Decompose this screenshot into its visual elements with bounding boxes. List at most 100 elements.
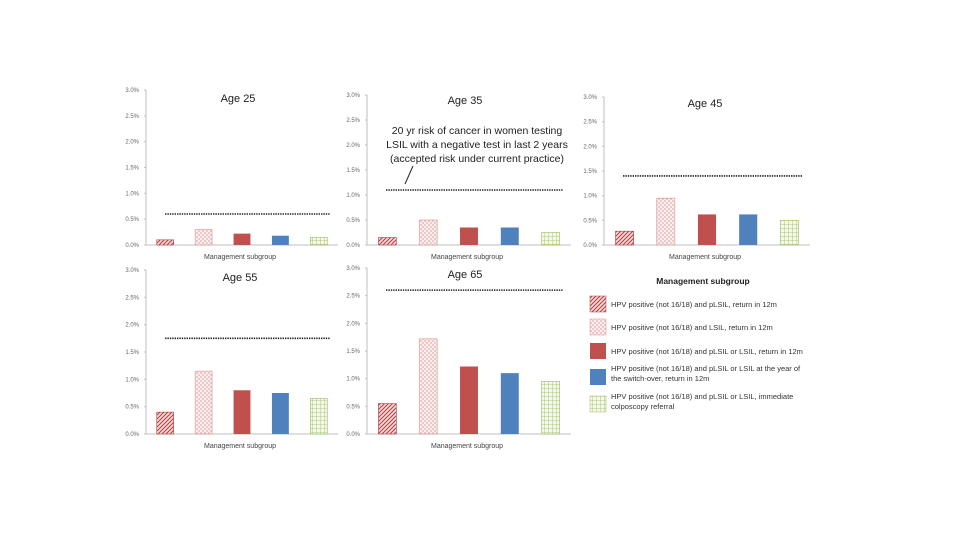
chart-panel-5: 0.0% 0.5% 1.0% 1.5% 2.0% 2.5% 3.0% Age 65 Manage… [346,266,571,450]
y-tick-label: 1.5% [346,168,360,174]
y-tick-label: 2.5% [125,295,139,301]
panel-title: Age 65 [448,269,483,281]
x-axis-label: Management subgroup [204,443,276,450]
bar-series-2 [656,197,676,246]
bar-series-5 [310,398,328,435]
bar-series-4 [271,235,289,245]
y-tick-label: 1.0% [583,194,597,200]
y-tick-label: 2.0% [346,143,360,149]
legend-item-5: HPV positive (not 16/18) and pLSIL or LS… [589,392,793,413]
bar-series-1 [156,239,174,246]
y-tick-label: 1.5% [125,166,139,172]
legend-item-3: HPV positive (not 16/18) and pLSIL or LS… [590,343,803,359]
y-tick-label: 1.5% [346,349,360,355]
bar-series-5 [780,220,799,246]
bar-series-5 [541,381,560,435]
legend-swatch-5 [589,395,607,413]
legend-label-1: HPV positive (not 16/18) and pLSIL, retu… [611,300,777,309]
y-tick-label: 0.5% [346,218,360,224]
y-tick-label: 2.5% [125,114,139,120]
bar-series-3 [233,390,251,434]
y-tick-label: 2.5% [583,120,597,126]
panel-title: Age 55 [223,272,258,284]
legend-label-5b: colposcopy referral [611,402,675,411]
y-tick-label: 1.5% [125,350,139,356]
legend-swatch-1 [589,295,607,313]
y-tick-label: 0.0% [125,432,139,438]
bar-series-5 [541,232,560,246]
bar-series-1 [615,230,634,246]
annotation-line-2: LSIL with a negative test in last 2 year… [386,139,568,151]
y-tick-label: 0.5% [125,405,139,411]
annotation-line-3: (accepted risk under current practice) [390,153,564,165]
y-tick-label: 0.0% [346,243,360,249]
y-tick-label: 0.5% [125,217,139,223]
bar-series-2 [194,229,213,246]
legend-label-4b: the switch-over, return in 12m [611,374,709,383]
annotation: 20 yr risk of cancer in women testing LS… [386,125,568,185]
x-axis-label: Management subgroup [431,443,503,450]
bar-series-4 [500,227,519,245]
legend-label-4a: HPV positive (not 16/18) and pLSIL or LS… [611,364,801,373]
panel-title: Age 35 [448,95,483,107]
chart-panel-3: 0.0% 0.5% 1.0% 1.5% 2.0% 2.5% 3.0% Age 45 Manage… [583,95,810,261]
bar-series-1 [378,403,397,435]
bar-series-4 [271,393,289,434]
legend-item-4: HPV positive (not 16/18) and pLSIL or LS… [590,364,801,385]
y-tick-label: 3.0% [346,266,360,272]
y-tick-label: 0.0% [583,243,597,249]
legend-label-5a: HPV positive (not 16/18) and pLSIL or LS… [611,392,793,401]
y-tick-label: 0.5% [583,218,597,224]
y-tick-label: 0.0% [125,243,139,249]
y-tick-label: 1.0% [125,191,139,197]
y-tick-label: 2.5% [346,294,360,300]
bar-series-2 [194,370,213,435]
y-tick-label: 1.0% [346,193,360,199]
bar-series-3 [697,214,717,245]
panel-title: Age 45 [688,98,723,110]
bar-series-3 [233,233,251,245]
y-tick-label: 3.0% [125,268,139,274]
legend-item-1: HPV positive (not 16/18) and pLSIL, retu… [589,295,777,313]
bar-series-1 [156,411,174,435]
legend-label-2: HPV positive (not 16/18) and LSIL, retur… [611,323,773,332]
y-tick-label: 1.0% [346,377,360,383]
bar-series-2 [418,219,438,246]
y-tick-label: 1.5% [583,169,597,175]
annotation-line-1: 20 yr risk of cancer in women testing [392,125,563,137]
y-tick-label: 1.0% [125,377,139,383]
bar-series-5 [310,236,328,246]
x-axis-label: Management subgroup [431,254,503,261]
y-tick-label: 2.0% [125,323,139,329]
chart-panel-4: 0.0% 0.5% 1.0% 1.5% 2.0% 2.5% 3.0% Age 55 Manage… [125,268,338,450]
y-tick-label: 3.0% [125,88,139,94]
legend-label-3: HPV positive (not 16/18) and pLSIL or LS… [611,347,803,356]
y-tick-label: 2.0% [346,321,360,327]
y-tick-label: 0.0% [346,432,360,438]
panel-title: Age 25 [221,93,256,105]
bar-series-4 [739,214,758,245]
y-tick-label: 3.0% [583,95,597,101]
legend-swatch-3 [590,343,606,359]
legend: Management subgroup HPV positive (not 16… [589,276,803,413]
bar-series-3 [460,366,478,434]
x-axis-label: Management subgroup [669,254,741,261]
bar-series-2 [418,338,438,435]
y-tick-label: 3.0% [346,93,360,99]
bar-series-3 [460,227,478,245]
bar-series-4 [500,373,519,434]
chart-panel-2: 0.0% 0.5% 1.0% 1.5% 2.0% 2.5% 3.0% Age 35 Manage… [346,93,571,261]
y-tick-label: 2.0% [125,140,139,146]
bar-series-1 [378,237,397,246]
y-tick-label: 2.5% [346,118,360,124]
chart-panel-1: 0.0% 0.5% 1.0% 1.5% 2.0% 2.5% 3.0% Age 25 Manage… [125,88,338,261]
legend-swatch-4 [590,369,606,385]
y-tick-label: 0.5% [346,404,360,410]
y-tick-label: 2.0% [583,144,597,150]
annotation-arrow [404,165,414,185]
legend-swatch-2 [589,318,607,336]
legend-title: Management subgroup [656,276,750,286]
x-axis-label: Management subgroup [204,254,276,261]
legend-item-2: HPV positive (not 16/18) and LSIL, retur… [589,318,773,336]
